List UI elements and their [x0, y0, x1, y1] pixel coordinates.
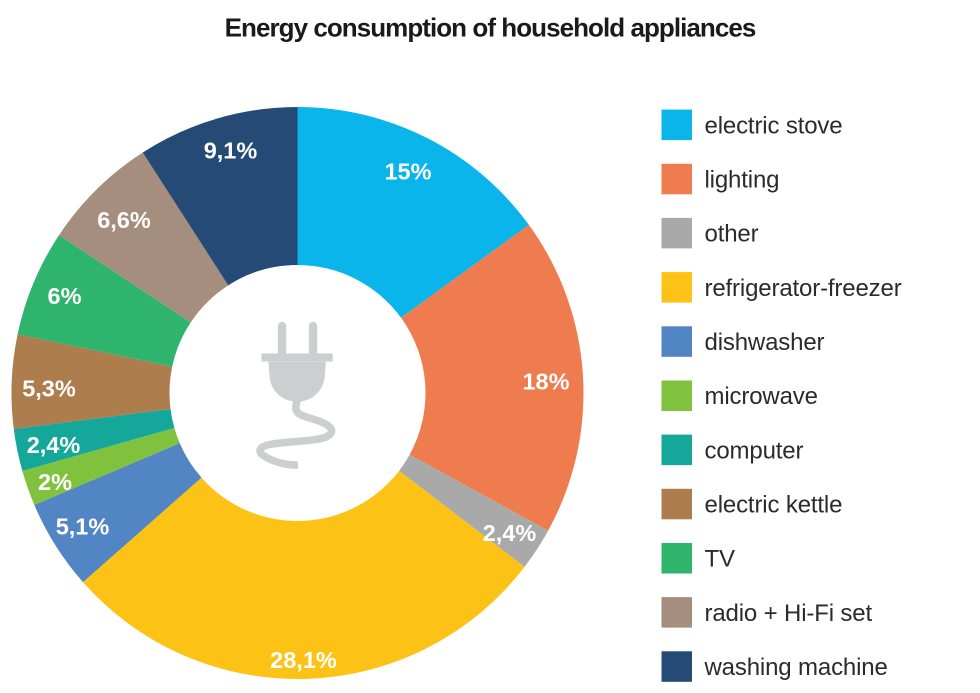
- svg-text:refrigerator-freezer: refrigerator-freezer: [705, 275, 902, 302]
- svg-text:TV: TV: [705, 546, 736, 573]
- svg-text:2,4%: 2,4%: [483, 520, 537, 546]
- svg-text:microwave: microwave: [705, 383, 818, 410]
- svg-text:computer: computer: [705, 437, 804, 464]
- svg-text:2%: 2%: [38, 469, 72, 495]
- svg-text:dishwasher: dishwasher: [705, 329, 825, 356]
- svg-text:Energy consumption of househol: Energy consumption of household applianc…: [225, 13, 756, 43]
- svg-text:radio + Hi-Fi set: radio + Hi-Fi set: [705, 600, 873, 627]
- svg-text:electric kettle: electric kettle: [705, 492, 843, 519]
- svg-text:5,1%: 5,1%: [56, 514, 110, 540]
- svg-text:other: other: [705, 221, 759, 248]
- svg-text:lighting: lighting: [705, 167, 780, 194]
- svg-text:15%: 15%: [384, 159, 431, 185]
- svg-text:electric stove: electric stove: [705, 112, 843, 139]
- svg-text:18%: 18%: [522, 369, 569, 395]
- svg-text:9,1%: 9,1%: [204, 138, 258, 164]
- svg-text:6,6%: 6,6%: [97, 207, 151, 233]
- svg-text:28,1%: 28,1%: [270, 647, 337, 673]
- svg-text:washing machine: washing machine: [704, 654, 888, 681]
- svg-text:2,4%: 2,4%: [27, 432, 81, 458]
- svg-text:6%: 6%: [48, 283, 82, 309]
- svg-text:5,3%: 5,3%: [22, 376, 76, 402]
